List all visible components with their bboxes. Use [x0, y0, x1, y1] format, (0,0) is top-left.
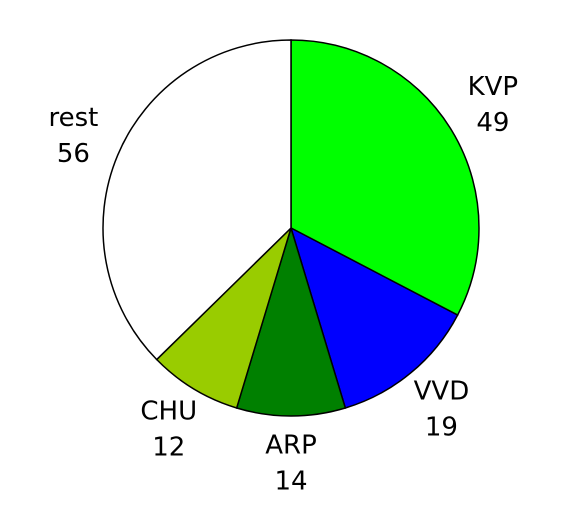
slice-label: VVD — [414, 376, 470, 406]
pie-slice — [235, 225, 347, 417]
slice-value: 12 — [152, 432, 185, 462]
slice-value: 19 — [425, 412, 458, 442]
slice-label: ARP — [265, 431, 317, 461]
slice-value: 14 — [274, 467, 307, 497]
pie-slice — [290, 39, 480, 317]
slice-value: 49 — [476, 108, 509, 138]
slice-label: rest — [49, 103, 99, 133]
slice-value: 56 — [57, 139, 90, 169]
pie-slice — [289, 226, 459, 409]
pie-slice — [155, 227, 292, 409]
slice-label: CHU — [140, 396, 197, 426]
pie-slice — [102, 39, 292, 361]
slice-label: KVP — [468, 72, 519, 102]
